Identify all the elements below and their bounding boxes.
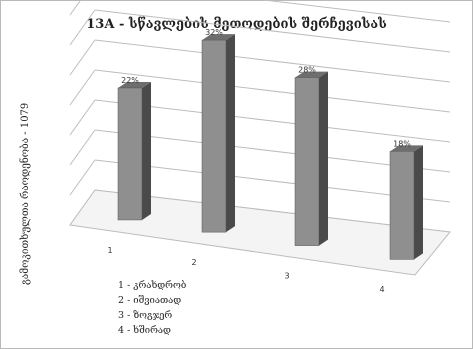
- data-label: 28%: [298, 66, 316, 75]
- gridline-side: [69, 9, 96, 46]
- gridline: [94, 99, 451, 143]
- gridline-side: [69, 0, 82, 16]
- x-tick-label: 4: [379, 285, 384, 294]
- legend-entry-2: 2 - იშვიათად: [118, 295, 182, 306]
- bar-side: [319, 71, 328, 246]
- data-label: 18%: [393, 139, 411, 148]
- legend-entry-3: 3 - ზოგჯერ: [118, 310, 173, 321]
- gridline: [259, 0, 451, 23]
- data-label: 22%: [121, 76, 139, 85]
- bar: [389, 151, 415, 260]
- gridline: [94, 39, 451, 83]
- gridline-side: [69, 69, 96, 106]
- chart-floor: [69, 189, 451, 276]
- bar-top: [295, 71, 328, 78]
- bar-side: [226, 34, 235, 233]
- bar: [294, 77, 320, 246]
- gridline: [94, 9, 451, 53]
- bar-top: [118, 81, 151, 88]
- gridline: [94, 69, 451, 113]
- legend-entry-1: 1 - კრახდრობ: [118, 280, 187, 291]
- x-tick-label: 3: [284, 271, 289, 280]
- bar: [117, 87, 143, 221]
- bar-top: [390, 145, 423, 152]
- bar-top: [202, 34, 235, 41]
- legend-entry-4: 4 - ხშირად: [118, 325, 171, 336]
- chart-title: 13A - სწავლების მეთოდების შერჩევისას: [86, 17, 387, 32]
- x-tick-label: 1: [107, 246, 112, 255]
- gridline-side: [69, 99, 96, 136]
- gridline-side: [69, 39, 96, 76]
- data-label: 32%: [205, 28, 223, 37]
- gridline-side: [69, 129, 96, 166]
- x-tick-label: 2: [191, 258, 196, 267]
- gridline-side: [69, 159, 96, 196]
- bar-side: [414, 145, 423, 260]
- bar: [201, 39, 227, 233]
- bar-side: [142, 81, 151, 220]
- chart-legend: 1 - კრახდრობ 2 - იშვიათად 3 - ზოგჯერ 4 -…: [118, 278, 186, 338]
